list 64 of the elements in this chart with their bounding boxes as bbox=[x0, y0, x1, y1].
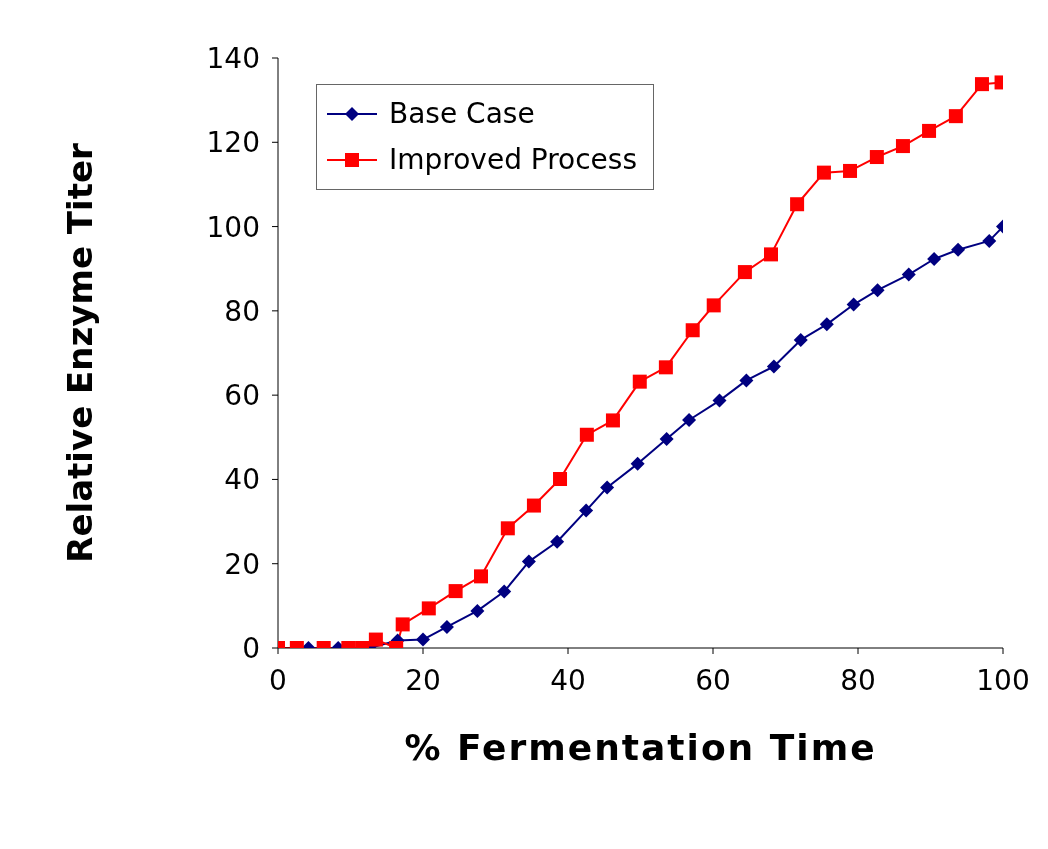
y-axis-title: Relative Enzyme Titer bbox=[60, 143, 101, 563]
x-tick-label: 40 bbox=[550, 663, 586, 697]
y-tick-label: 60 bbox=[224, 379, 260, 413]
point bbox=[793, 332, 808, 347]
y-tick-label: 100 bbox=[206, 210, 260, 244]
point bbox=[605, 413, 620, 428]
point bbox=[843, 163, 858, 178]
x-tick-label: 60 bbox=[695, 663, 731, 697]
point bbox=[974, 77, 989, 92]
point bbox=[521, 554, 536, 569]
y-tick-label: 80 bbox=[224, 294, 260, 328]
point bbox=[948, 109, 963, 124]
point bbox=[439, 619, 454, 634]
point bbox=[421, 601, 436, 616]
point bbox=[470, 603, 485, 618]
point bbox=[895, 139, 910, 154]
y-tick-label: 0 bbox=[242, 631, 260, 665]
point bbox=[497, 584, 512, 599]
point bbox=[819, 317, 834, 332]
point bbox=[630, 456, 645, 471]
point bbox=[550, 534, 565, 549]
point bbox=[816, 165, 831, 180]
x-tick-label: 80 bbox=[840, 663, 876, 697]
point bbox=[739, 373, 754, 388]
point bbox=[764, 247, 778, 262]
point bbox=[869, 150, 884, 165]
point bbox=[416, 632, 430, 647]
x-tick-label: 0 bbox=[269, 663, 287, 697]
point bbox=[901, 267, 916, 282]
point bbox=[870, 283, 885, 298]
x-axis-title: % Fermentation Time bbox=[404, 727, 877, 768]
point bbox=[600, 480, 615, 495]
point bbox=[982, 233, 997, 248]
point bbox=[790, 197, 805, 212]
point bbox=[737, 265, 752, 280]
point bbox=[474, 569, 488, 584]
legend-label: Base Case bbox=[389, 96, 535, 132]
point bbox=[632, 374, 647, 389]
point bbox=[922, 123, 937, 138]
point bbox=[526, 498, 541, 513]
point bbox=[712, 393, 727, 408]
y-tick-label: 20 bbox=[224, 547, 260, 581]
point bbox=[659, 431, 674, 446]
point bbox=[368, 632, 383, 647]
point bbox=[553, 472, 568, 487]
point bbox=[951, 242, 966, 257]
point bbox=[500, 521, 515, 536]
point bbox=[658, 360, 673, 375]
point bbox=[579, 503, 594, 518]
point bbox=[846, 297, 861, 312]
point bbox=[395, 617, 410, 632]
x-tick-label: 100 bbox=[976, 663, 1030, 697]
x-tick-label: 20 bbox=[405, 663, 441, 697]
point bbox=[685, 323, 700, 338]
y-tick-label: 120 bbox=[206, 126, 260, 160]
y-tick-label: 40 bbox=[224, 463, 260, 497]
y-tick-label: 140 bbox=[206, 41, 260, 75]
point bbox=[706, 298, 721, 313]
point bbox=[682, 413, 697, 428]
point bbox=[579, 427, 594, 442]
point bbox=[927, 252, 942, 267]
point bbox=[448, 584, 463, 599]
legend-label: Improved Process bbox=[389, 142, 638, 178]
point bbox=[766, 359, 781, 374]
